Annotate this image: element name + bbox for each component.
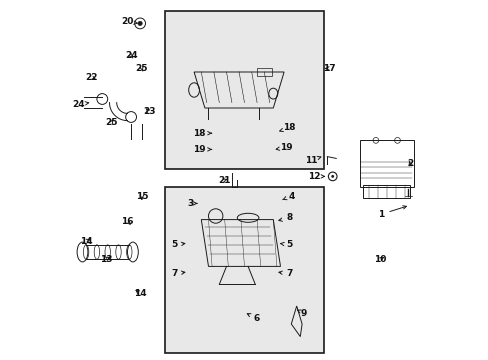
FancyBboxPatch shape [165, 11, 323, 169]
Text: 4: 4 [282, 192, 294, 201]
Text: 14: 14 [80, 237, 92, 246]
FancyBboxPatch shape [165, 187, 323, 353]
Text: 25: 25 [105, 118, 117, 127]
Text: 10: 10 [374, 255, 386, 264]
Text: 9: 9 [297, 309, 306, 318]
Text: 6: 6 [247, 314, 260, 323]
Circle shape [138, 21, 142, 26]
Text: 24: 24 [72, 100, 88, 109]
Text: 17: 17 [322, 64, 335, 73]
Bar [359, 140, 413, 187]
Text: 19: 19 [276, 143, 292, 152]
Text: 8: 8 [278, 213, 292, 222]
Circle shape [330, 175, 333, 178]
Text: 24: 24 [124, 51, 137, 60]
Text: 11: 11 [304, 156, 320, 165]
Text: 15: 15 [135, 192, 148, 201]
Text: 19: 19 [193, 145, 211, 154]
Text: 1: 1 [377, 206, 406, 219]
Text: 18: 18 [193, 129, 211, 138]
Text: 3: 3 [187, 199, 196, 208]
Text: 16: 16 [121, 217, 134, 226]
Text: 13: 13 [100, 255, 112, 264]
Text: 7: 7 [171, 269, 184, 278]
Text: 20: 20 [121, 17, 137, 26]
Bar [257, 68, 271, 76]
Text: 5: 5 [171, 240, 184, 249]
Bar [363, 185, 409, 198]
Text: 14: 14 [134, 289, 146, 298]
Text: 21: 21 [218, 176, 230, 185]
Text: 5: 5 [280, 240, 292, 249]
Text: 25: 25 [135, 64, 148, 73]
Text: 18: 18 [279, 123, 295, 132]
Text: 2: 2 [406, 159, 412, 168]
Text: 23: 23 [142, 107, 155, 116]
Text: 7: 7 [278, 269, 292, 278]
Text: 12: 12 [308, 172, 324, 181]
Text: 22: 22 [85, 73, 98, 82]
